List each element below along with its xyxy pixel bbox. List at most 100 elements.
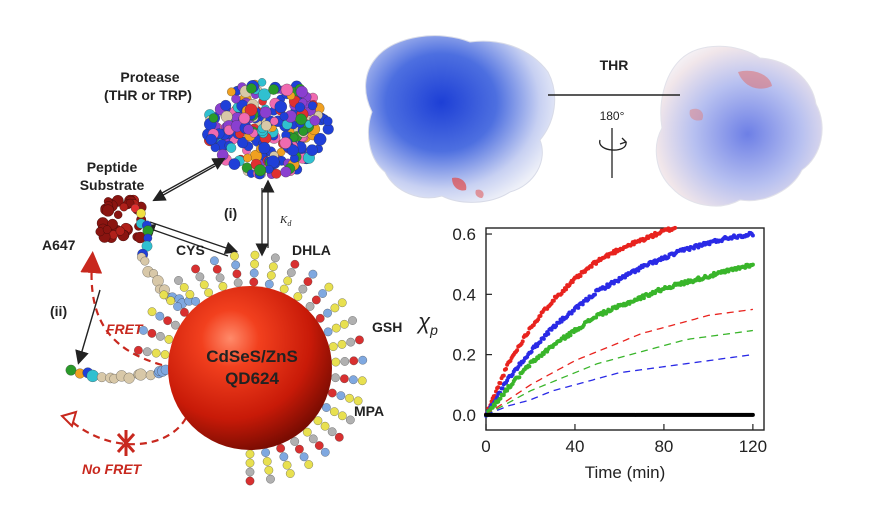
x-tick-label: 0	[481, 437, 490, 456]
ligand-atom	[334, 432, 344, 442]
protease-atom	[280, 166, 292, 178]
ligand-atom	[345, 393, 354, 403]
ligand-atom	[163, 316, 172, 326]
rotation-icon	[599, 128, 628, 178]
data-point	[538, 313, 543, 318]
data-point	[529, 349, 534, 354]
ligand-atom	[331, 357, 341, 367]
ligand-atom	[199, 280, 209, 290]
protease-atom	[205, 133, 217, 146]
x-axis-label: Time (min)	[585, 463, 666, 482]
ligand-atom	[295, 444, 304, 454]
data-point	[541, 336, 546, 341]
ligand-atom	[261, 448, 270, 457]
dashed-series-line	[485, 308, 753, 416]
ligand-atom	[231, 260, 241, 270]
fret-arrow	[80, 251, 163, 367]
ligand-atom	[195, 272, 205, 282]
ligand-atom	[160, 350, 170, 359]
series-layer	[484, 225, 755, 418]
data-point	[501, 392, 506, 397]
data-point	[526, 330, 531, 335]
no-fret-label: No FRET	[82, 461, 143, 477]
ligand-atom	[323, 308, 332, 318]
ligand-atom	[147, 307, 157, 317]
ligand-atom	[331, 373, 340, 383]
ligand-atom	[311, 295, 321, 305]
series-6	[484, 412, 755, 417]
dye-atom	[113, 210, 123, 219]
ligand-atom	[357, 376, 367, 386]
protease-atom	[208, 113, 219, 123]
ligand-atom	[204, 288, 213, 297]
ligand-atom	[322, 403, 331, 412]
protease-atom	[227, 87, 236, 97]
data-point	[554, 323, 559, 328]
peptide-atom	[123, 372, 135, 384]
protease-atom	[295, 113, 307, 125]
ligand-atom	[346, 415, 355, 425]
ligand-atom	[327, 427, 337, 437]
ligand-atom	[185, 290, 195, 299]
data-point	[492, 403, 497, 408]
ligand-atom	[348, 375, 358, 385]
ligand-atom	[210, 256, 219, 266]
protease-atom	[261, 120, 272, 131]
ligand-atom	[290, 259, 300, 269]
series-1	[484, 230, 755, 418]
ligand-atom	[337, 340, 347, 349]
thr-surface-back	[655, 45, 823, 207]
protease-atom	[243, 124, 254, 135]
ligand-atom	[337, 298, 347, 308]
ligand-atom	[299, 452, 309, 462]
data-point	[568, 333, 573, 338]
fret-label: FRET	[106, 321, 144, 337]
ligand-atom	[303, 277, 313, 286]
ligand-atom	[218, 282, 228, 291]
ligand-atom	[353, 396, 363, 406]
no-fret-arrow	[69, 417, 187, 446]
protease-atom	[323, 116, 333, 126]
data-point	[580, 302, 585, 307]
protease-atom	[309, 115, 321, 126]
protease-atom	[268, 84, 279, 95]
protease-sublabel: (THR or TRP)	[104, 87, 192, 103]
data-point	[527, 364, 532, 369]
data-point	[750, 412, 755, 417]
dashed-series-line	[485, 329, 753, 416]
data-point	[696, 245, 701, 250]
step-ii-label: (ii)	[50, 303, 67, 319]
y-tick-label: 0.2	[452, 346, 476, 365]
data-point	[517, 375, 522, 380]
dye-atom	[125, 198, 135, 208]
ligand-atom	[305, 302, 315, 311]
ligand-atom	[266, 271, 276, 280]
dye-atom	[119, 202, 129, 212]
ligand-atom	[355, 335, 364, 345]
ligand-atom	[249, 268, 259, 278]
ligand-atom	[245, 449, 255, 459]
protease-atom	[313, 132, 327, 146]
ligand-atom	[318, 289, 327, 298]
equilibrium-arrow-peptide-qd	[141, 221, 239, 257]
ligand-atom	[327, 388, 337, 398]
a647-label: A647	[42, 237, 76, 253]
protease-atom	[280, 83, 294, 97]
y-tick-label: 0.0	[452, 406, 476, 425]
ligand-atom	[164, 335, 174, 344]
ligand-atom	[320, 421, 330, 431]
series-0	[484, 225, 678, 417]
data-point	[750, 262, 755, 267]
ligand-atom	[285, 469, 295, 478]
axis-ticks: 0 40 80 120 0.0 0.2 0.4 0.6	[452, 225, 767, 456]
ligand-atom	[298, 284, 308, 294]
dye-atom	[101, 204, 115, 217]
dhla-label: DHLA	[292, 242, 331, 258]
data-point	[592, 292, 597, 297]
ligand-atom	[279, 452, 289, 462]
ligand-atom	[215, 273, 225, 283]
ligand-atom	[249, 277, 259, 287]
peptide-substrate-upper	[95, 194, 194, 309]
ligand-atom	[302, 427, 312, 437]
ligand-atom	[348, 316, 357, 325]
